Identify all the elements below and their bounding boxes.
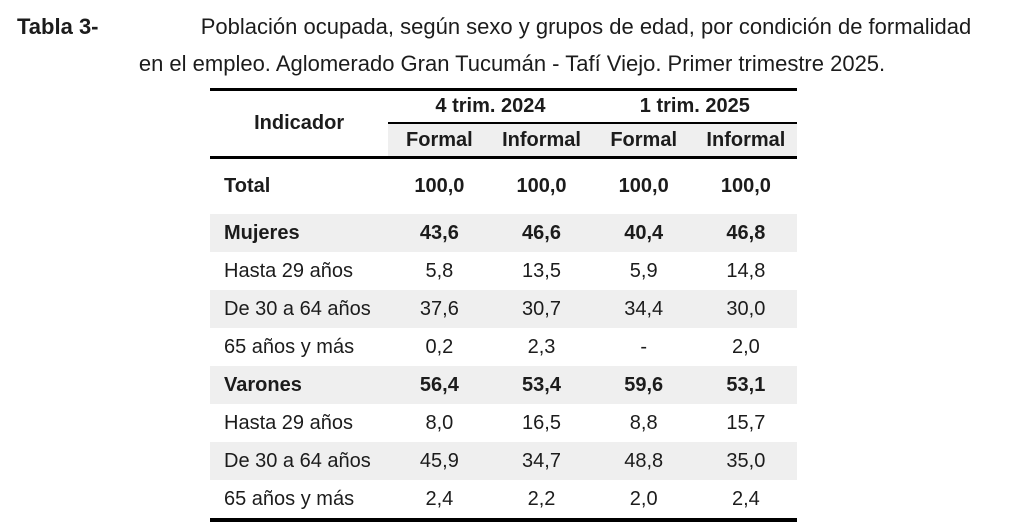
row-label: De 30 a 64 años	[210, 442, 389, 480]
cell-value: 30,7	[490, 290, 593, 328]
cell-value: 34,4	[592, 290, 695, 328]
cell-value: 59,6	[592, 366, 695, 404]
column-group-4trim-2024: 4 trim. 2024	[388, 89, 593, 124]
cell-value: 2,4	[425, 487, 454, 510]
table-row: Total 100,0 100,0 100,0 100,0	[210, 158, 797, 215]
cell-value: 56,4	[388, 366, 491, 404]
column-group-1trim-2025: 1 trim. 2025	[592, 89, 797, 124]
table-row: 65 años y más 0,2 2,3 - 2,0	[210, 328, 797, 366]
cell-value: 46,6	[490, 214, 593, 252]
cell-value: 100,0	[618, 175, 669, 197]
data-table: Indicador 4 trim. 2024 1 trim. 2025 Form…	[210, 88, 797, 522]
table-row: De 30 a 64 años 45,9 34,7 48,8 35,0	[210, 442, 797, 480]
cell-value: 15,7	[726, 411, 766, 434]
cell-value: 2,0	[731, 335, 760, 358]
cell-value: 8,0	[425, 411, 454, 434]
cell-value: 30,0	[694, 290, 797, 328]
row-label: Hasta 29 años	[224, 411, 353, 434]
column-header-formal-2024: Formal	[388, 123, 491, 158]
cell-value: 14,8	[726, 259, 766, 282]
cell-value: 53,1	[694, 366, 797, 404]
table-row: Hasta 29 años 8,0 16,5 8,8 15,7	[210, 404, 797, 442]
row-label: De 30 a 64 años	[210, 290, 389, 328]
table-number-label: Tabla 3-	[17, 14, 99, 39]
cell-value: 16,5	[522, 411, 561, 434]
cell-value: 37,6	[388, 290, 491, 328]
table-row: Mujeres 43,6 46,6 40,4 46,8	[210, 214, 797, 252]
cell-value: -	[640, 335, 648, 358]
column-header-informal-2024: Informal	[490, 123, 593, 158]
cell-value: 46,8	[694, 214, 797, 252]
cell-value: 43,6	[388, 214, 491, 252]
table-row: 65 años y más 2,4 2,2 2,0 2,4	[210, 480, 797, 520]
cell-value: 100,0	[516, 175, 567, 197]
row-label: Mujeres	[210, 214, 389, 252]
cell-value: 100,0	[720, 175, 771, 197]
cell-value: 13,5	[522, 259, 561, 282]
table-title-line1: Población ocupada, según sexo y grupos d…	[200, 14, 972, 39]
column-group-row: Indicador 4 trim. 2024 1 trim. 2025	[210, 89, 797, 158]
table-body: Total 100,0 100,0 100,0 100,0 Mujeres 43…	[210, 158, 797, 521]
row-label: 65 años y más	[224, 335, 355, 358]
table-row: Varones 56,4 53,4 59,6 53,1	[210, 366, 797, 404]
column-header-informal-2025: Informal	[694, 123, 797, 158]
cell-value: 5,9	[629, 259, 658, 282]
row-label: Hasta 29 años	[224, 259, 353, 282]
cell-value: 2,3	[527, 335, 556, 358]
cell-value: 100,0	[414, 175, 465, 197]
cell-value: 0,2	[425, 335, 454, 358]
column-header-formal-2025: Formal	[592, 123, 695, 158]
cell-value: 48,8	[592, 442, 695, 480]
cell-value: 35,0	[694, 442, 797, 480]
cell-value: 2,2	[527, 487, 556, 510]
column-header-indicador: Indicador	[210, 89, 389, 158]
table-row: Hasta 29 años 5,8 13,5 5,9 14,8	[210, 252, 797, 290]
table-title-line2: en el empleo. Aglomerado Gran Tucumán - …	[138, 51, 886, 76]
sub-header-row: Formal Informal Formal Informal	[210, 123, 797, 158]
cell-value: 8,8	[629, 411, 658, 434]
cell-value: 2,0	[629, 487, 658, 510]
table-title-block: Tabla 3- Población ocupada, según sexo y…	[0, 8, 1024, 82]
table-row: De 30 a 64 años 37,6 30,7 34,4 30,0	[210, 290, 797, 328]
row-label: Varones	[210, 366, 389, 404]
table-header: Indicador 4 trim. 2024 1 trim. 2025 Form…	[210, 89, 797, 158]
cell-value: 40,4	[592, 214, 695, 252]
cell-value: 53,4	[490, 366, 593, 404]
cell-value: 34,7	[490, 442, 593, 480]
cell-value: 2,4	[731, 487, 760, 510]
cell-value: 45,9	[388, 442, 491, 480]
row-label: Total	[224, 175, 271, 197]
row-label: 65 años y más	[224, 487, 355, 510]
cell-value: 5,8	[425, 259, 454, 282]
